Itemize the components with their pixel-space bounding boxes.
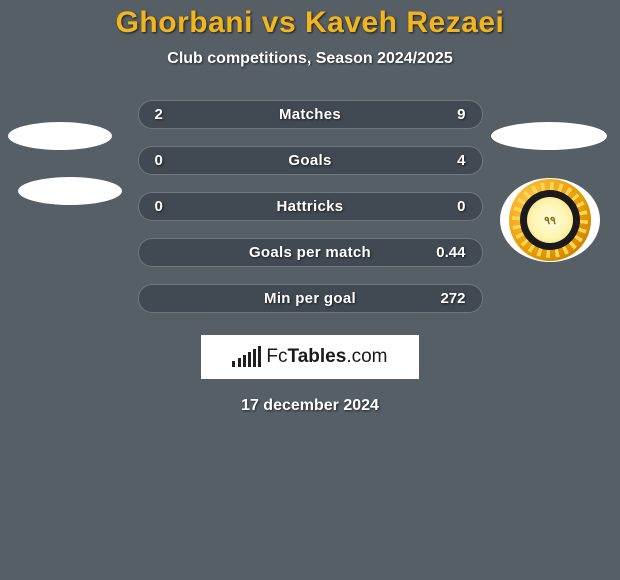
comparison-card: Ghorbani vs Kaveh Rezaei Club competitio… [0, 0, 620, 580]
stat-row: 2Matches9 [138, 100, 483, 129]
stat-row: 0Hattricks0 [138, 192, 483, 221]
stat-label: Goals per match [139, 244, 482, 261]
stat-label: Goals [139, 152, 482, 169]
page-subtitle: Club competitions, Season 2024/2025 [0, 50, 620, 68]
brand-bold: Tables [288, 346, 347, 367]
stat-row: 0Goals4 [138, 146, 483, 175]
stat-row: Goals per match0.44 [138, 238, 483, 267]
player-left-icon-1 [8, 122, 112, 150]
brand-bars-icon [232, 347, 261, 367]
brand-badge: FcTables.com [201, 335, 419, 379]
comparison-date: 17 december 2024 [0, 397, 620, 415]
stat-label: Hattricks [139, 198, 482, 215]
stat-row: Min per goal272 [138, 284, 483, 313]
sepahan-badge: ۹۹ [509, 179, 591, 261]
brand-text: FcTables.com [266, 346, 387, 368]
club-badge-right: ۹۹ [500, 178, 600, 262]
brand-prefix: Fc [266, 346, 287, 367]
brand-suffix: .com [346, 346, 387, 367]
stat-label: Min per goal [139, 290, 482, 307]
page-title: Ghorbani vs Kaveh Rezaei [0, 0, 620, 40]
player-right-icon [491, 122, 607, 150]
stat-label: Matches [139, 106, 482, 123]
player-left-icon-2 [18, 177, 122, 205]
